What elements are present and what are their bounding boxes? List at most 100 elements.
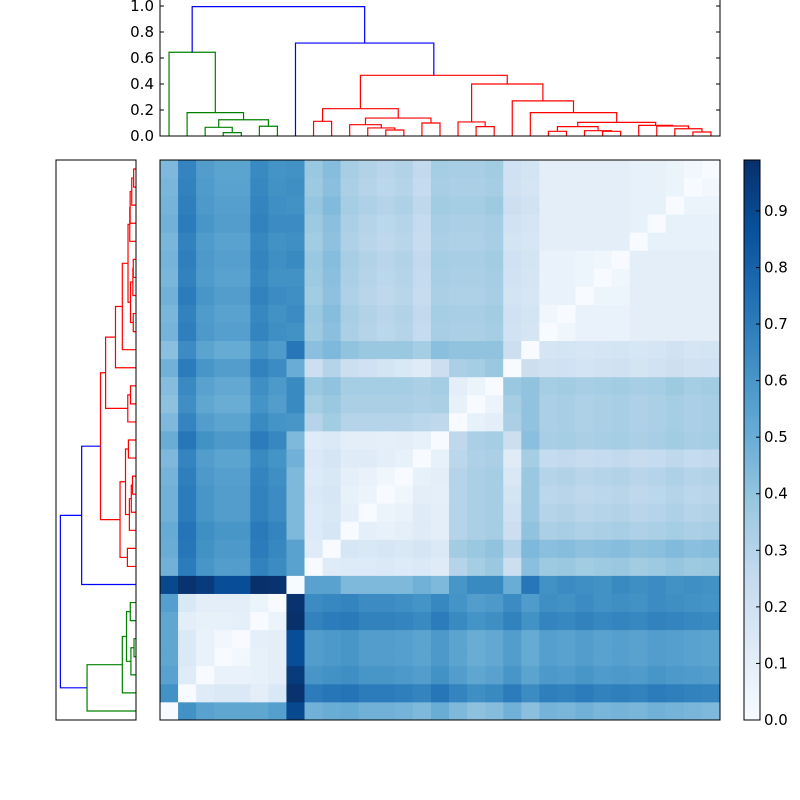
heatmap-cell <box>376 232 396 251</box>
heatmap-cell <box>412 322 432 342</box>
heatmap-cell <box>160 340 179 360</box>
heatmap-cell <box>701 196 721 215</box>
dendrogram-link <box>359 74 508 109</box>
heatmap-cell <box>394 214 414 233</box>
heatmap-cell <box>286 611 305 631</box>
heatmap-cell <box>521 340 540 360</box>
heatmap-cell <box>647 214 667 233</box>
heatmap-cell <box>286 683 305 703</box>
heatmap-cell <box>557 322 576 342</box>
heatmap-cell <box>286 557 305 576</box>
heatmap-cell <box>629 412 649 432</box>
heatmap-cell <box>340 412 360 432</box>
heatmap-cell <box>593 322 613 342</box>
heatmap-frame <box>159 159 721 721</box>
heatmap-cell <box>503 286 522 305</box>
heatmap-cell <box>611 521 631 540</box>
heatmap-cell <box>521 683 540 703</box>
heatmap-cell <box>304 647 323 667</box>
heatmap-cell <box>575 557 594 576</box>
heatmap-cell <box>304 575 323 594</box>
heatmap-cell <box>503 557 522 576</box>
heatmap-cell <box>521 196 540 215</box>
heatmap-cell <box>394 485 414 504</box>
heatmap-cell <box>449 647 468 667</box>
heatmap-cell <box>430 467 450 486</box>
heatmap-cell <box>593 665 613 685</box>
heatmap-cell <box>485 178 504 197</box>
top-dendrogram-frame <box>159 0 721 137</box>
heatmap-cell <box>376 394 396 414</box>
heatmap-cell <box>611 467 631 486</box>
heatmap-cell <box>611 665 631 685</box>
dendrogram-link <box>656 125 689 136</box>
heatmap-cell <box>412 376 432 396</box>
heatmap-cell <box>430 449 450 468</box>
heatmap-cell <box>503 575 522 594</box>
heatmap-cell <box>412 268 432 287</box>
heatmap-cell <box>286 268 305 287</box>
heatmap-cell <box>196 665 215 685</box>
heatmap-cell <box>485 322 504 342</box>
heatmap-cell <box>701 412 721 432</box>
heatmap-cell <box>611 286 631 305</box>
heatmap-cell <box>160 394 179 414</box>
heatmap-cell <box>683 665 703 685</box>
heatmap-cell <box>539 665 558 685</box>
heatmap-cell <box>593 178 613 197</box>
heatmap-cell <box>557 160 576 179</box>
heatmap-cell <box>430 683 450 703</box>
heatmap-cell <box>196 575 215 594</box>
heatmap-cell <box>539 214 558 233</box>
heatmap-cell <box>593 611 613 631</box>
heatmap-cell <box>268 196 287 215</box>
heatmap-cell <box>539 358 558 378</box>
heatmap-cell <box>539 683 558 703</box>
heatmap-cell <box>665 430 685 450</box>
colorbar-tick-label: 0.0 <box>764 711 788 729</box>
heatmap-cell <box>250 539 269 558</box>
heatmap-cell <box>178 358 197 378</box>
heatmap-cell <box>430 521 450 540</box>
heatmap-cell <box>503 629 522 649</box>
heatmap-cell <box>629 322 649 342</box>
heatmap-cell <box>593 286 613 305</box>
heatmap-cell <box>340 575 360 594</box>
heatmap-cell <box>593 521 613 540</box>
heatmap-cell <box>665 701 685 721</box>
heatmap-cell <box>665 394 685 414</box>
heatmap-cell <box>178 232 197 251</box>
heatmap-cell <box>322 286 342 305</box>
heatmap-cell <box>160 539 179 558</box>
heatmap-cell <box>683 250 703 269</box>
heatmap-cell <box>575 575 594 594</box>
heatmap-cell <box>250 593 269 613</box>
heatmap-cell <box>485 647 504 667</box>
heatmap-cell <box>232 178 251 197</box>
heatmap-cell <box>647 160 667 179</box>
heatmap-cell <box>304 322 323 342</box>
heatmap-cell <box>232 503 251 522</box>
heatmap-cell <box>611 449 631 468</box>
heatmap-cell <box>412 575 432 594</box>
heatmap-cell <box>394 503 414 522</box>
heatmap-cell <box>178 521 197 540</box>
heatmap-cell <box>683 340 703 360</box>
heatmap-cell <box>322 665 342 685</box>
heatmap-cell <box>358 358 378 378</box>
heatmap-cell <box>268 358 287 378</box>
heatmap-cell <box>268 449 287 468</box>
heatmap-cell <box>611 232 631 251</box>
heatmap-cell <box>449 340 468 360</box>
heatmap-cell <box>575 268 594 287</box>
heatmap-cell <box>521 611 540 631</box>
heatmap-cell <box>322 430 342 450</box>
heatmap-cell <box>214 665 233 685</box>
heatmap-cell <box>430 232 450 251</box>
heatmap-cell <box>593 503 613 522</box>
heatmap-cell <box>557 268 576 287</box>
heatmap-cell <box>701 539 721 558</box>
heatmap-cell <box>611 647 631 667</box>
heatmap-cell <box>701 394 721 414</box>
heatmap-cell <box>647 611 667 631</box>
